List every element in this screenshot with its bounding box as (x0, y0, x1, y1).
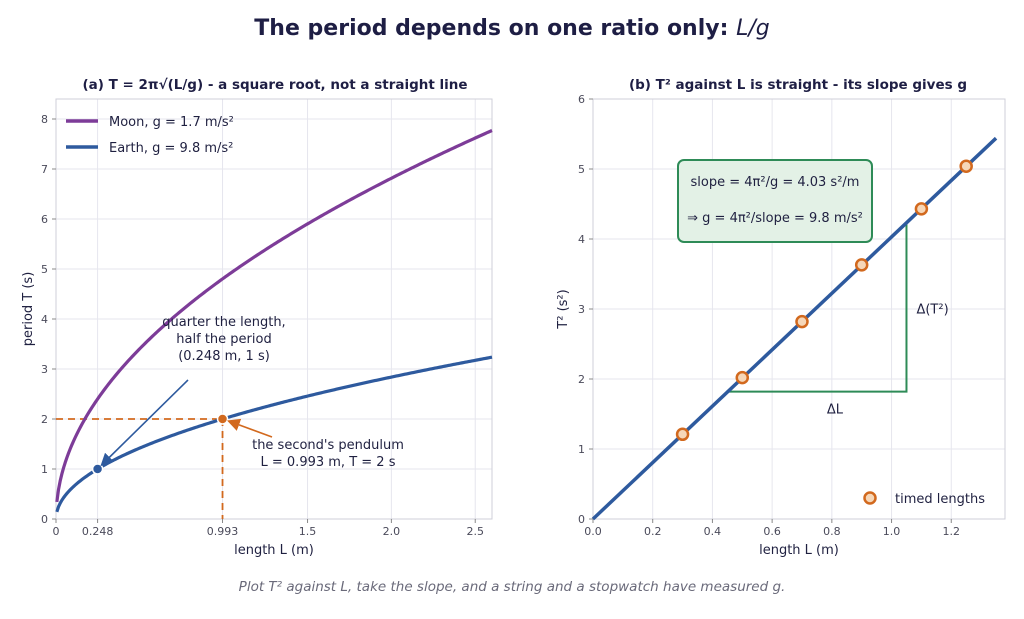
second-pendulum-annotation: L = 0.993 m, T = 2 s (261, 455, 396, 470)
timed-length-point (795, 314, 809, 329)
panel-b-x-tick-label: 1.2 (943, 525, 961, 538)
panel-b-legend: timed lengths (863, 491, 985, 507)
panel-b-y-axis-label: T² (s²) (556, 289, 571, 329)
figure-caption: Plot T² against L, take the slope, and a… (238, 579, 786, 595)
panel-b-y-tick-label: 5 (578, 163, 585, 176)
panel-a-title: (a) T = 2π√(L/g) - a square root, not a … (82, 77, 467, 93)
panel-a-x-tick-label: 0.993 (207, 525, 239, 538)
panel-b-x-axis-label: length L (m) (759, 543, 839, 558)
panel-a-y-tick-label: 2 (41, 413, 48, 426)
timed-length-point (854, 258, 869, 272)
panel-b-x-tick-label: 0.0 (584, 525, 602, 538)
quarter-length-annotation: quarter the length, (162, 315, 285, 330)
panel-b: (b) T² against L is straight - its slope… (556, 77, 1006, 558)
panel-a-plot-area (55, 98, 493, 520)
legend-timed-lengths-label: timed lengths (895, 492, 985, 507)
timed-length-point (735, 370, 750, 385)
panel-b-y-tick-label: 3 (578, 303, 585, 316)
panel-b-x-tick-label: 0.2 (644, 525, 662, 538)
slope-box-line2: ⇒ g = 4π²/slope = 9.8 m/s² (687, 211, 863, 226)
panel-b-y-tick-label: 0 (578, 513, 585, 526)
moon-curve (55, 129, 493, 503)
panel-b-x-tick-label: 0.4 (704, 525, 722, 538)
quarter-length-point (91, 463, 104, 475)
quarter-length-arrow (100, 379, 189, 467)
panel-a-legend: Moon, g = 1.7 m/s² Earth, g = 9.8 m/s² (66, 115, 234, 156)
panel-a-x-tick-label: 0 (53, 525, 60, 538)
panel-b-y-tick-label: 1 (578, 443, 585, 456)
earth-curve (55, 355, 493, 513)
timed-length-point (914, 202, 929, 216)
panel-b-y-tick-label: 2 (578, 373, 585, 386)
legend-timed-lengths-marker (863, 491, 877, 505)
slope-triangle (727, 222, 908, 393)
panel-a-y-tick-label: 5 (41, 263, 48, 276)
second-pendulum-annotation: the second's pendulum (252, 438, 404, 453)
panel-b-x-tick-label: 0.6 (763, 525, 781, 538)
second-pendulum-arrow (227, 418, 273, 438)
panel-a-y-tick-label: 4 (41, 313, 48, 326)
quarter-length-annotation: (0.248 m, 1 s) (178, 349, 270, 364)
panel-b-x-tick-label: 0.8 (823, 525, 841, 538)
panel-a-y-tick-label: 3 (41, 363, 48, 376)
second-pendulum-point (216, 413, 229, 425)
legend-moon-label: Moon, g = 1.7 m/s² (109, 115, 234, 130)
panel-a-y-tick-label: 1 (41, 463, 48, 476)
slope-box-frame (677, 159, 873, 243)
panel-a-y-tick-label: 6 (41, 213, 48, 226)
panel-b-x-tick-label: 1.0 (883, 525, 901, 538)
panel-a-y-tick-label: 0 (41, 513, 48, 526)
panel-a-y-axis-label: period T (s) (21, 272, 36, 347)
main-title: The period depends on one ratio only: L/… (254, 16, 770, 41)
slope-box-line1: slope = 4π²/g = 4.03 s²/m (691, 175, 860, 190)
panel-b-y-tick-label: 6 (578, 93, 585, 106)
delta-l-label: ΔL (827, 403, 844, 418)
delta-t-squared-label: Δ(T²) (916, 302, 948, 317)
legend-earth-label: Earth, g = 9.8 m/s² (109, 141, 233, 156)
panel-a: (a) T = 2π√(L/g) - a square root, not a … (21, 77, 493, 558)
panel-a-y-tick-label: 8 (41, 113, 48, 126)
panel-a-x-tick-label: 0.248 (82, 525, 114, 538)
panel-a-y-tick-label: 7 (41, 163, 48, 176)
fit-line (591, 136, 998, 521)
panel-b-title: (b) T² against L is straight - its slope… (629, 77, 967, 93)
panel-b-y-tick-label: 4 (578, 233, 585, 246)
slope-box: slope = 4π²/g = 4.03 s²/m ⇒ g = 4π²/slop… (677, 159, 873, 243)
quarter-length-annotation: half the period (176, 332, 271, 347)
panel-a-x-tick-label: 1.5 (299, 525, 317, 538)
timed-length-point (959, 159, 973, 173)
timed-length-point (675, 427, 690, 442)
panel-a-x-tick-label: 2.5 (466, 525, 484, 538)
panel-a-x-tick-label: 2.0 (383, 525, 401, 538)
panel-a-x-axis-label: length L (m) (234, 543, 314, 558)
